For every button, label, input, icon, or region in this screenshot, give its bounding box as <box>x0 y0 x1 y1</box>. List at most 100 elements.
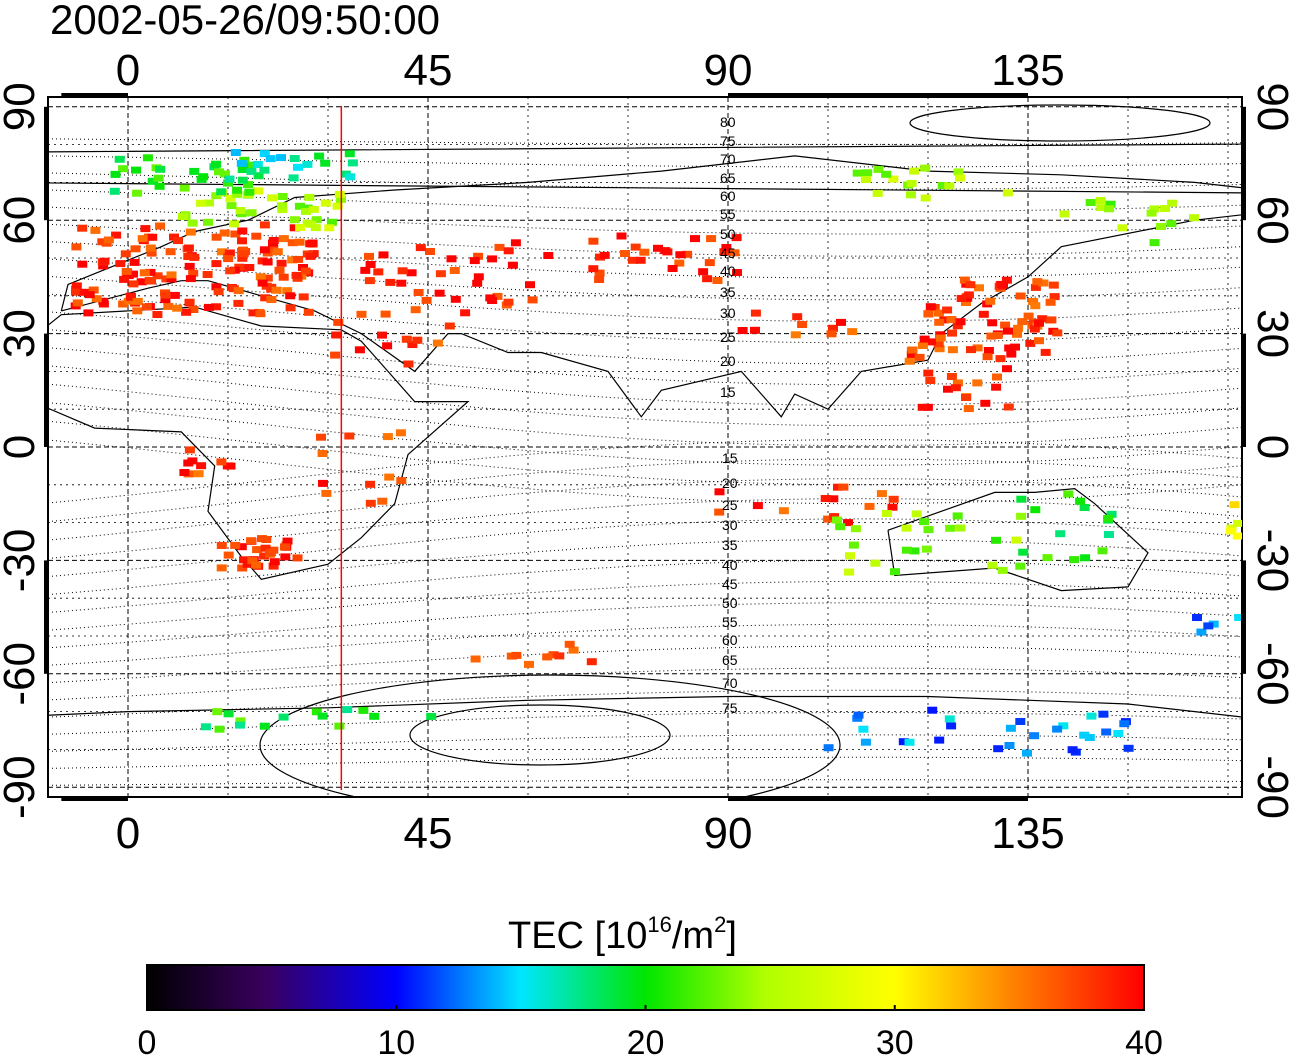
tec-sample <box>599 251 610 259</box>
tec-sample <box>229 220 239 228</box>
tec-sample <box>1119 720 1130 728</box>
tec-sample <box>147 233 158 241</box>
tec-sample <box>118 300 129 308</box>
south-pole-contour-outer <box>259 674 841 797</box>
tec-sample <box>303 308 314 316</box>
colorbar-tick-label: 0 <box>138 1024 157 1057</box>
tec-sample <box>255 310 266 318</box>
tec-sample <box>98 262 109 270</box>
tec-sample <box>163 302 174 310</box>
tec-sample <box>991 536 1001 544</box>
tec-sample <box>995 355 1006 363</box>
tec-sample <box>365 480 376 488</box>
tec-sample <box>252 161 263 168</box>
contour-label: 20 <box>722 475 738 491</box>
tec-sample <box>1156 223 1166 230</box>
tec-sample <box>1250 613 1260 620</box>
tec-sample <box>548 651 559 659</box>
tec-sample <box>1203 622 1214 630</box>
contour-label: 20 <box>720 353 736 369</box>
tec-sample <box>260 294 271 302</box>
contour-label: 70 <box>722 675 738 691</box>
tec-sample <box>1252 613 1262 620</box>
contour-line <box>48 623 1242 666</box>
tec-sample <box>320 159 331 167</box>
tec-sample <box>853 711 864 719</box>
edge-bar <box>44 560 49 674</box>
tec-sample <box>919 335 930 343</box>
tec-sample <box>136 278 147 286</box>
tec-sample <box>588 237 599 245</box>
tec-sample <box>211 303 222 311</box>
tec-sample <box>845 552 855 560</box>
colorbar-tick-label: 30 <box>876 1024 914 1057</box>
tec-sample <box>214 725 225 733</box>
tec-sample <box>1160 205 1171 212</box>
tec-sample <box>305 240 316 248</box>
tec-sample <box>425 248 435 255</box>
tec-sample <box>1025 339 1036 347</box>
tec-sample <box>1098 710 1109 718</box>
tec-sample <box>714 508 725 516</box>
tec-sample <box>690 235 700 243</box>
tec-sample <box>961 394 971 401</box>
tec-sample <box>888 495 899 503</box>
longitude-tick-label: 135 <box>991 809 1064 858</box>
contour-line <box>48 602 1242 649</box>
tec-sample <box>986 332 997 340</box>
tec-sample <box>132 297 143 305</box>
tec-sample <box>99 257 110 265</box>
tec-sample <box>1069 556 1080 564</box>
tec-sample <box>1104 205 1115 213</box>
tec-sample <box>421 296 432 304</box>
tec-sample <box>129 258 140 266</box>
tec-sample <box>317 712 328 720</box>
tec-sample <box>852 169 863 177</box>
tec-sample <box>253 172 264 180</box>
left-latitude-ticks: 90 60 30 0 -30 -60 -90 <box>0 82 44 819</box>
tec-sample <box>261 536 272 543</box>
tec-sample <box>898 738 909 746</box>
tec-sample <box>836 318 846 326</box>
tec-sample <box>1097 547 1108 555</box>
tec-sample <box>823 744 834 752</box>
tec-sample <box>1258 605 1268 612</box>
tec-sample <box>639 248 650 256</box>
tec-sample <box>259 722 270 730</box>
contour-label: 25 <box>722 497 738 513</box>
tec-sample <box>204 199 214 207</box>
contour-label: 60 <box>722 632 738 648</box>
tec-sample <box>77 260 88 268</box>
contour-label: 15 <box>720 384 736 400</box>
tec-sample <box>714 488 725 496</box>
contour-label: 55 <box>720 206 736 222</box>
tec-sample <box>1104 531 1114 538</box>
tec-sample <box>1265 598 1275 605</box>
contour-label: 65 <box>720 170 736 186</box>
tec-sample <box>992 332 1003 339</box>
tec-sample <box>947 346 958 354</box>
tec-sample <box>1002 365 1012 373</box>
tec-sample <box>835 523 846 531</box>
tec-sample <box>993 745 1004 753</box>
tec-sample <box>333 318 344 326</box>
tec-sample <box>223 710 234 718</box>
tec-sample <box>1006 350 1017 358</box>
tec-sample <box>71 282 82 290</box>
tec-sample <box>304 193 315 201</box>
tec-sample <box>1258 631 1268 638</box>
tec-sample <box>382 433 393 441</box>
latitude-tick-label: -90 <box>0 755 44 819</box>
edge-bar <box>728 796 1028 801</box>
tec-sample <box>1045 298 1056 306</box>
tec-sample <box>1034 319 1044 327</box>
tec-sample <box>1029 325 1040 333</box>
tec-sample <box>991 383 1002 391</box>
latitude-tick-label: 60 <box>0 196 44 245</box>
page-title: 2002-05-26/09:50:00 <box>50 0 440 43</box>
tec-sample <box>778 507 789 515</box>
contour-line <box>48 241 1242 279</box>
tec-sample <box>139 269 150 277</box>
tec-sample <box>1086 712 1097 720</box>
tec-sample <box>554 652 565 660</box>
